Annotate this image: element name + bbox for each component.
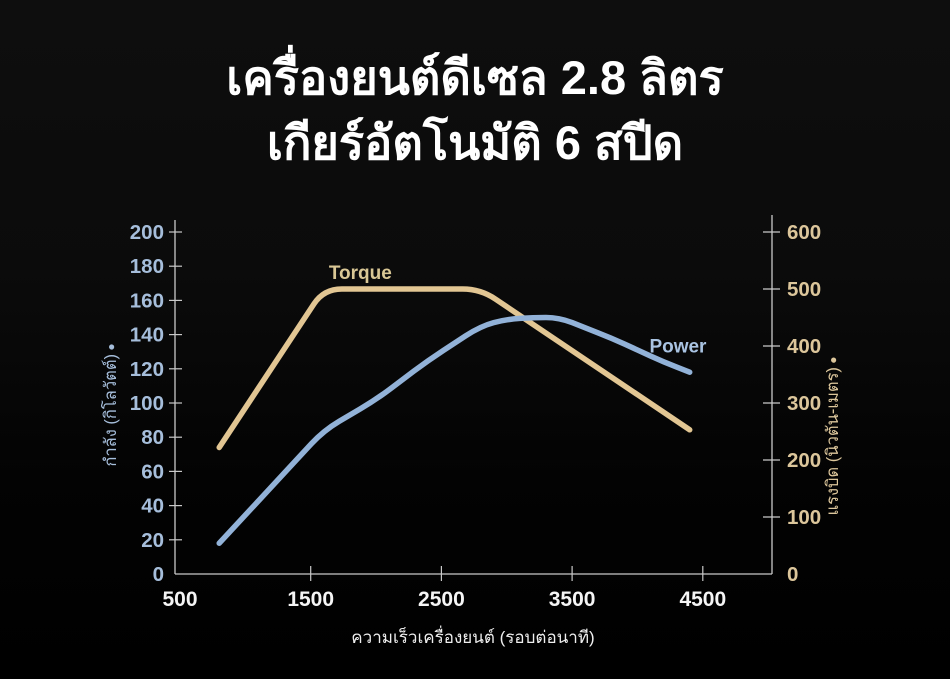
x-axis-title: ความเร็วเครื่องยนต์ (รอบต่อนาที) (351, 625, 594, 647)
y-left-tick-label: 160 (130, 289, 164, 312)
y-left-tick-label: 0 (153, 563, 164, 586)
y-left-tick-label: 100 (130, 392, 164, 415)
y-left-axis-title: กำลัง (กิโลวัตต์) ● (101, 343, 120, 466)
y-right-axis-title: แรงบิด (นิวตัน-เมตร) ● (824, 356, 842, 515)
y-right-tick-label: 100 (787, 506, 821, 529)
chart-title: เครื่องยนต์ดีเซล 2.8 ลิตร เกียร์อัตโนมัต… (0, 46, 950, 176)
y-right-tick-label: 0 (787, 563, 798, 586)
y-left-tick-label: 40 (141, 495, 164, 518)
y-right-tick-label: 500 (787, 278, 821, 301)
y-left-tick-label: 60 (141, 460, 164, 483)
y-right-tick-label: 600 (787, 221, 821, 244)
y-left-tick-label: 180 (130, 255, 164, 278)
y-right-tick-label: 400 (787, 335, 821, 358)
x-tick-label: 4500 (679, 588, 726, 611)
x-tick-label: 2500 (418, 588, 465, 611)
x-tick-label: 3500 (549, 588, 596, 611)
y-left-tick-label: 80 (141, 426, 164, 449)
y-left-tick-label: 140 (130, 324, 164, 347)
x-tick-label: 500 (162, 588, 197, 611)
torque-curve-label: Torque (329, 263, 392, 284)
y-right-tick-label: 200 (787, 449, 821, 472)
y-left-tick-label: 120 (130, 358, 164, 381)
x-tick-label: 1500 (287, 588, 334, 611)
title-line-1: เครื่องยนต์ดีเซล 2.8 ลิตร (226, 51, 724, 104)
y-left-tick-label: 200 (130, 221, 164, 244)
power-curve-label: Power (649, 337, 707, 358)
title-line-2: เกียร์อัตโนมัติ 6 สปีด (266, 115, 684, 169)
power-curve (216, 314, 693, 546)
y-right-tick-label: 300 (787, 392, 821, 415)
torque-curve (216, 286, 693, 451)
y-left-tick-label: 20 (141, 529, 164, 552)
